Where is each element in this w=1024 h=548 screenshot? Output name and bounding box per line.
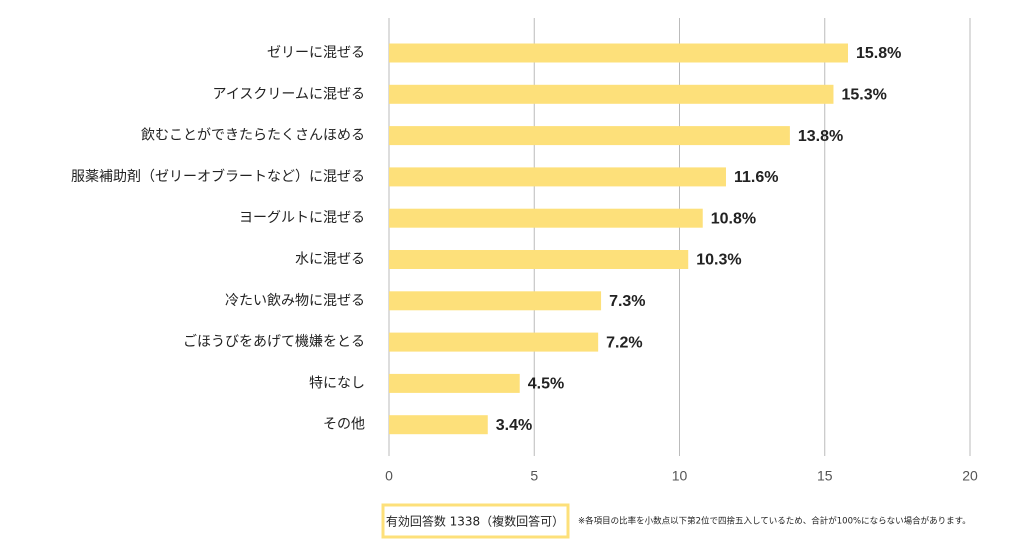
x-tick-label: 5 bbox=[530, 468, 538, 484]
bar bbox=[389, 43, 848, 63]
value-label: 4.5% bbox=[528, 376, 564, 393]
value-label: 11.6% bbox=[734, 169, 778, 186]
response-count: 有効回答数 1338（複数回答可） bbox=[386, 514, 564, 529]
bar bbox=[389, 84, 834, 104]
x-tick-label: 20 bbox=[962, 468, 978, 484]
count-box bbox=[381, 503, 570, 539]
value-label: 13.8% bbox=[798, 128, 843, 145]
y-tick-label: 服薬補助剤（ゼリーオブラートなど）に混ぜる bbox=[71, 168, 365, 185]
y-tick-label: アイスクリームに混ぜる bbox=[213, 86, 365, 102]
x-tick-label: 0 bbox=[385, 468, 393, 484]
y-tick-label: ヨーグルトに混ぜる bbox=[239, 210, 365, 226]
y-tick-label: その他 bbox=[323, 417, 365, 433]
y-tick-label: 飲むことができたらたくさんほめる bbox=[141, 128, 365, 144]
note: ※各項目の比率を小数点以下第2位で四捨五入しているため、合計が100%にならない… bbox=[578, 516, 971, 527]
x-tick-label: 15 bbox=[817, 468, 833, 484]
value-label: 15.8% bbox=[856, 45, 901, 62]
value-label: 10.3% bbox=[696, 252, 741, 269]
x-tick-label: 10 bbox=[672, 468, 688, 484]
bar bbox=[389, 291, 602, 311]
value-label: 7.2% bbox=[606, 334, 642, 351]
value-label: 15.3% bbox=[841, 87, 886, 104]
y-tick-label: 特になし bbox=[309, 375, 365, 391]
bar bbox=[389, 126, 790, 146]
bar bbox=[389, 167, 726, 187]
value-label: 10.8% bbox=[711, 210, 756, 227]
y-tick-label: 水に混ぜる bbox=[295, 252, 365, 268]
bar bbox=[389, 332, 599, 352]
y-tick-label: ゼリーに混ぜる bbox=[267, 45, 365, 61]
bar bbox=[389, 415, 488, 435]
value-label: 3.4% bbox=[496, 417, 532, 434]
bar bbox=[389, 373, 520, 393]
bar bbox=[389, 208, 703, 228]
bar bbox=[389, 250, 689, 269]
y-tick-label: 冷たい飲み物に混ぜる bbox=[225, 293, 365, 309]
y-tick-label: ごほうびをあげて機嫌をとる bbox=[183, 334, 365, 350]
value-label: 7.3% bbox=[609, 293, 645, 310]
